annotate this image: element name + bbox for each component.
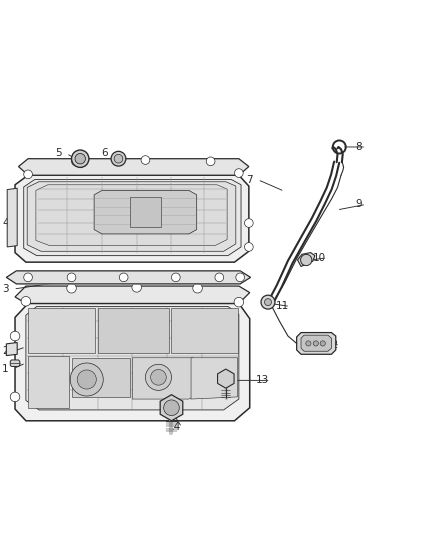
Circle shape bbox=[151, 369, 166, 385]
Polygon shape bbox=[297, 333, 336, 354]
Circle shape bbox=[234, 169, 243, 177]
Text: 3: 3 bbox=[2, 284, 9, 294]
Text: 7: 7 bbox=[247, 175, 253, 184]
Text: 9: 9 bbox=[355, 199, 362, 209]
Circle shape bbox=[111, 151, 126, 166]
Polygon shape bbox=[297, 253, 315, 266]
Polygon shape bbox=[7, 188, 17, 247]
Circle shape bbox=[261, 295, 275, 309]
Polygon shape bbox=[28, 308, 95, 353]
Circle shape bbox=[236, 273, 244, 282]
Circle shape bbox=[193, 284, 202, 293]
Circle shape bbox=[119, 273, 128, 282]
Circle shape bbox=[172, 273, 180, 282]
Polygon shape bbox=[160, 395, 183, 421]
Circle shape bbox=[10, 392, 20, 402]
Polygon shape bbox=[172, 308, 237, 353]
Circle shape bbox=[132, 282, 141, 292]
Circle shape bbox=[114, 155, 123, 163]
Text: 11: 11 bbox=[276, 302, 289, 311]
Polygon shape bbox=[71, 358, 130, 397]
Circle shape bbox=[21, 296, 31, 306]
Polygon shape bbox=[28, 356, 69, 408]
Polygon shape bbox=[191, 358, 237, 399]
Circle shape bbox=[71, 150, 89, 167]
Circle shape bbox=[234, 297, 244, 307]
Circle shape bbox=[265, 298, 272, 305]
Circle shape bbox=[306, 341, 311, 346]
Polygon shape bbox=[301, 335, 332, 351]
Polygon shape bbox=[130, 197, 161, 228]
Text: 12: 12 bbox=[326, 340, 339, 350]
Text: 5: 5 bbox=[55, 149, 62, 158]
Polygon shape bbox=[24, 180, 241, 256]
Circle shape bbox=[164, 400, 179, 416]
Circle shape bbox=[206, 157, 215, 166]
Polygon shape bbox=[15, 175, 249, 262]
Polygon shape bbox=[6, 343, 17, 356]
Circle shape bbox=[67, 284, 76, 293]
Text: 8: 8 bbox=[355, 142, 362, 152]
Text: 10: 10 bbox=[313, 253, 326, 263]
Circle shape bbox=[70, 363, 103, 396]
Polygon shape bbox=[6, 271, 251, 284]
Polygon shape bbox=[15, 286, 250, 303]
Circle shape bbox=[75, 154, 85, 164]
Circle shape bbox=[313, 341, 318, 346]
Polygon shape bbox=[10, 360, 20, 367]
Text: 14: 14 bbox=[167, 422, 181, 432]
Circle shape bbox=[244, 243, 253, 251]
Text: 13: 13 bbox=[256, 375, 269, 385]
Circle shape bbox=[67, 273, 76, 282]
Polygon shape bbox=[18, 159, 249, 175]
Text: 4: 4 bbox=[2, 218, 9, 228]
Polygon shape bbox=[94, 190, 197, 234]
Polygon shape bbox=[218, 369, 234, 388]
Circle shape bbox=[24, 170, 32, 179]
Circle shape bbox=[215, 273, 224, 282]
Polygon shape bbox=[27, 182, 236, 251]
Circle shape bbox=[77, 370, 96, 389]
Circle shape bbox=[24, 273, 32, 282]
Circle shape bbox=[244, 219, 253, 228]
Polygon shape bbox=[15, 303, 250, 421]
Circle shape bbox=[300, 254, 312, 265]
Polygon shape bbox=[36, 185, 227, 246]
Text: 2: 2 bbox=[2, 346, 9, 356]
Text: 6: 6 bbox=[101, 149, 107, 158]
Circle shape bbox=[141, 156, 150, 164]
Text: 1: 1 bbox=[2, 364, 9, 374]
Polygon shape bbox=[132, 358, 193, 399]
Circle shape bbox=[320, 341, 325, 346]
Circle shape bbox=[145, 364, 172, 390]
Circle shape bbox=[71, 157, 80, 166]
Polygon shape bbox=[26, 306, 239, 410]
Polygon shape bbox=[98, 308, 170, 353]
Circle shape bbox=[10, 331, 20, 341]
